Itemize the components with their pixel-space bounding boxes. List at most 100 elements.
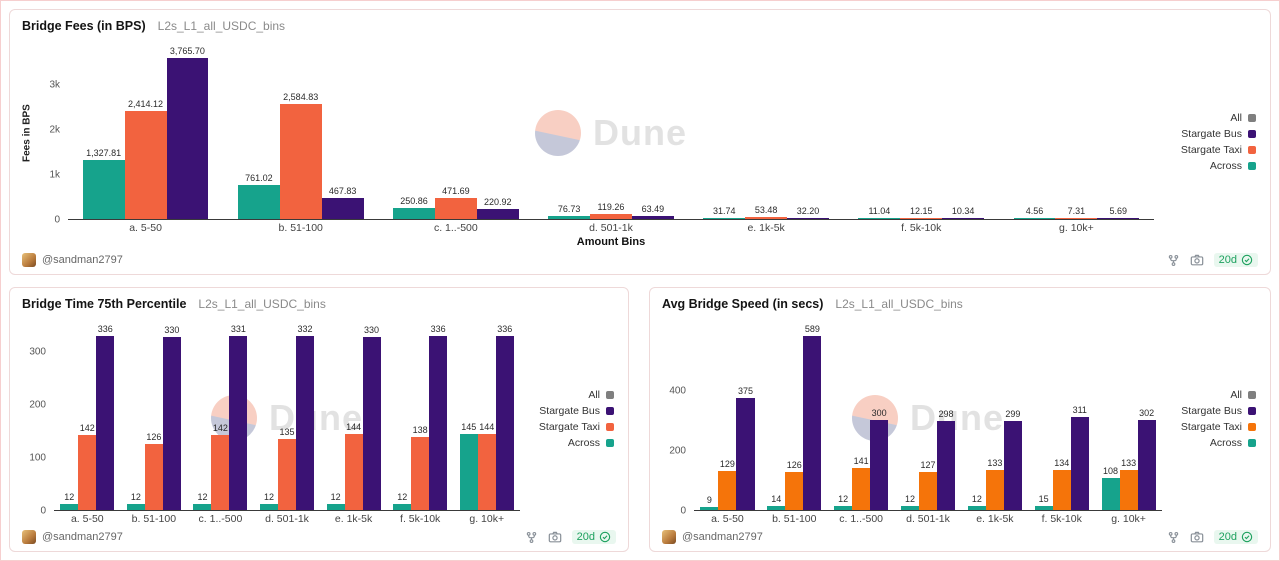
bar-across[interactable] — [700, 507, 719, 510]
camera-icon[interactable] — [1190, 530, 1204, 544]
fork-icon[interactable] — [1167, 531, 1180, 544]
bar-stargate-taxi[interactable] — [852, 467, 871, 510]
bar-across[interactable] — [237, 185, 280, 219]
bar-stargate-taxi[interactable] — [985, 470, 1004, 510]
legend-item-all[interactable]: All — [588, 389, 614, 401]
bar-stargate-taxi[interactable] — [477, 434, 496, 510]
chart-query-link[interactable]: L2s_L1_all_USDC_bins — [835, 297, 963, 311]
bar-across[interactable] — [900, 506, 919, 510]
bar-across[interactable] — [703, 217, 746, 219]
bar-across[interactable] — [834, 506, 853, 510]
bar-across[interactable] — [858, 217, 901, 219]
bar-stargate-bus[interactable] — [429, 336, 448, 510]
x-tick-label: g. 10k+ — [1059, 222, 1094, 234]
bar-stargate-taxi[interactable] — [211, 435, 230, 510]
author-link[interactable]: @sandman2797 — [22, 253, 123, 267]
bar-stargate-bus[interactable] — [362, 336, 381, 510]
bar-stargate-bus[interactable] — [1070, 416, 1089, 510]
fork-icon[interactable] — [525, 531, 538, 544]
bar-stargate-bus[interactable] — [787, 217, 829, 219]
chart-query-link[interactable]: L2s_L1_all_USDC_bins — [157, 19, 286, 33]
bar-across[interactable] — [393, 503, 412, 510]
bar-stargate-taxi[interactable] — [124, 111, 167, 219]
y-tick-label: 400 — [669, 385, 686, 397]
refresh-status[interactable]: 20d — [1213, 530, 1258, 544]
bar-across[interactable] — [393, 207, 435, 219]
bar-stargate-taxi[interactable] — [1052, 469, 1071, 510]
bar-stargate-taxi[interactable] — [411, 437, 430, 510]
author-link[interactable]: @sandman2797 — [22, 530, 123, 544]
legend-item-stargate-taxi[interactable]: Stargate Taxi — [539, 421, 614, 433]
refresh-status[interactable]: 20d — [1213, 253, 1258, 267]
bar-stargate-taxi[interactable] — [344, 434, 363, 510]
bar-stargate-bus[interactable] — [476, 209, 519, 219]
bar-across[interactable] — [548, 215, 591, 219]
refresh-status[interactable]: 20d — [571, 530, 616, 544]
bar-stargate-bus[interactable] — [1097, 217, 1140, 219]
bar-across[interactable] — [767, 505, 786, 510]
bar-stargate-bus[interactable] — [803, 336, 822, 510]
bar-across[interactable] — [1101, 477, 1120, 510]
legend-item-all[interactable]: All — [1230, 112, 1256, 124]
bar-across[interactable] — [193, 503, 212, 510]
bar-stargate-bus[interactable] — [321, 198, 364, 219]
bar-stargate-taxi[interactable] — [745, 216, 788, 219]
legend-item-stargate-taxi[interactable]: Stargate Taxi — [1181, 421, 1256, 433]
bar-stargate-bus[interactable] — [870, 420, 889, 510]
bar-across[interactable] — [60, 503, 79, 510]
bar-stargate-bus[interactable] — [631, 216, 674, 219]
bar-stargate-taxi[interactable] — [434, 197, 477, 219]
bar-stargate-taxi[interactable] — [278, 439, 296, 510]
dune-watermark: Dune — [535, 110, 687, 156]
y-tick-label: 0 — [40, 505, 46, 517]
camera-icon[interactable] — [1190, 253, 1204, 267]
bar-stargate-taxi[interactable] — [1119, 470, 1138, 510]
bar-stargate-bus[interactable] — [96, 336, 115, 510]
bar-stargate-taxi[interactable] — [918, 471, 938, 510]
legend-item-across[interactable]: Across — [1210, 160, 1256, 172]
bar-stargate-bus[interactable] — [229, 336, 248, 510]
bar-stargate-bus[interactable] — [736, 397, 755, 510]
legend-item-across[interactable]: Across — [568, 437, 614, 449]
legend-item-across[interactable]: Across — [1210, 437, 1256, 449]
bar-stargate-taxi[interactable] — [590, 213, 632, 219]
x-axis: a. 5-50 b. 51-100 c. 1..-500 d. 501-1k e. 1k… — [660, 513, 1162, 527]
bar-stargate-bus[interactable] — [296, 336, 314, 510]
bar-value-label: 4.56 — [1025, 205, 1044, 216]
bar-stargate-taxi[interactable] — [279, 103, 322, 219]
author-link[interactable]: @sandman2797 — [662, 530, 763, 544]
bar-stargate-bus[interactable] — [942, 217, 985, 219]
bar-stargate-bus[interactable] — [1003, 420, 1022, 510]
bar-stargate-bus[interactable] — [495, 336, 514, 510]
bar-stargate-bus[interactable] — [162, 336, 181, 510]
y-axis: 3k 2k 1k 0 — [34, 47, 68, 226]
camera-icon[interactable] — [548, 530, 562, 544]
bar-stargate-bus[interactable] — [1137, 419, 1156, 510]
bar-stargate-taxi[interactable] — [785, 472, 804, 510]
bar-stargate-taxi[interactable] — [144, 443, 163, 510]
bar-stargate-bus[interactable] — [166, 58, 209, 219]
bar-across[interactable] — [126, 503, 145, 510]
y-tick-label: 1k — [49, 169, 60, 181]
bar-stargate-taxi[interactable] — [1055, 217, 1098, 219]
bar-stargate-taxi[interactable] — [718, 471, 737, 510]
legend-item-all[interactable]: All — [1230, 389, 1256, 401]
bar-across[interactable] — [1013, 217, 1056, 219]
chart-query-link[interactable]: L2s_L1_all_USDC_bins — [198, 297, 326, 311]
bar-value-label: 300 — [871, 408, 887, 419]
legend-item-stargate-bus[interactable]: Stargate Bus — [1181, 128, 1256, 140]
bar-stargate-taxi[interactable] — [900, 217, 943, 219]
legend-item-stargate-bus[interactable]: Stargate Bus — [539, 405, 614, 417]
bar-across[interactable] — [1034, 505, 1053, 510]
legend-item-stargate-taxi[interactable]: Stargate Taxi — [1181, 144, 1256, 156]
bar-across[interactable] — [459, 433, 478, 510]
card-header: Bridge Fees (in BPS) L2s_L1_all_USDC_bin… — [10, 10, 1270, 33]
legend-item-stargate-bus[interactable]: Stargate Bus — [1181, 405, 1256, 417]
bar-stargate-taxi[interactable] — [78, 435, 97, 510]
bar-across[interactable] — [326, 503, 345, 510]
fork-icon[interactable] — [1167, 254, 1180, 267]
bar-across[interactable] — [967, 506, 986, 510]
bar-stargate-bus[interactable] — [937, 420, 956, 510]
bar-across[interactable] — [82, 159, 125, 219]
bar-across[interactable] — [260, 503, 279, 510]
